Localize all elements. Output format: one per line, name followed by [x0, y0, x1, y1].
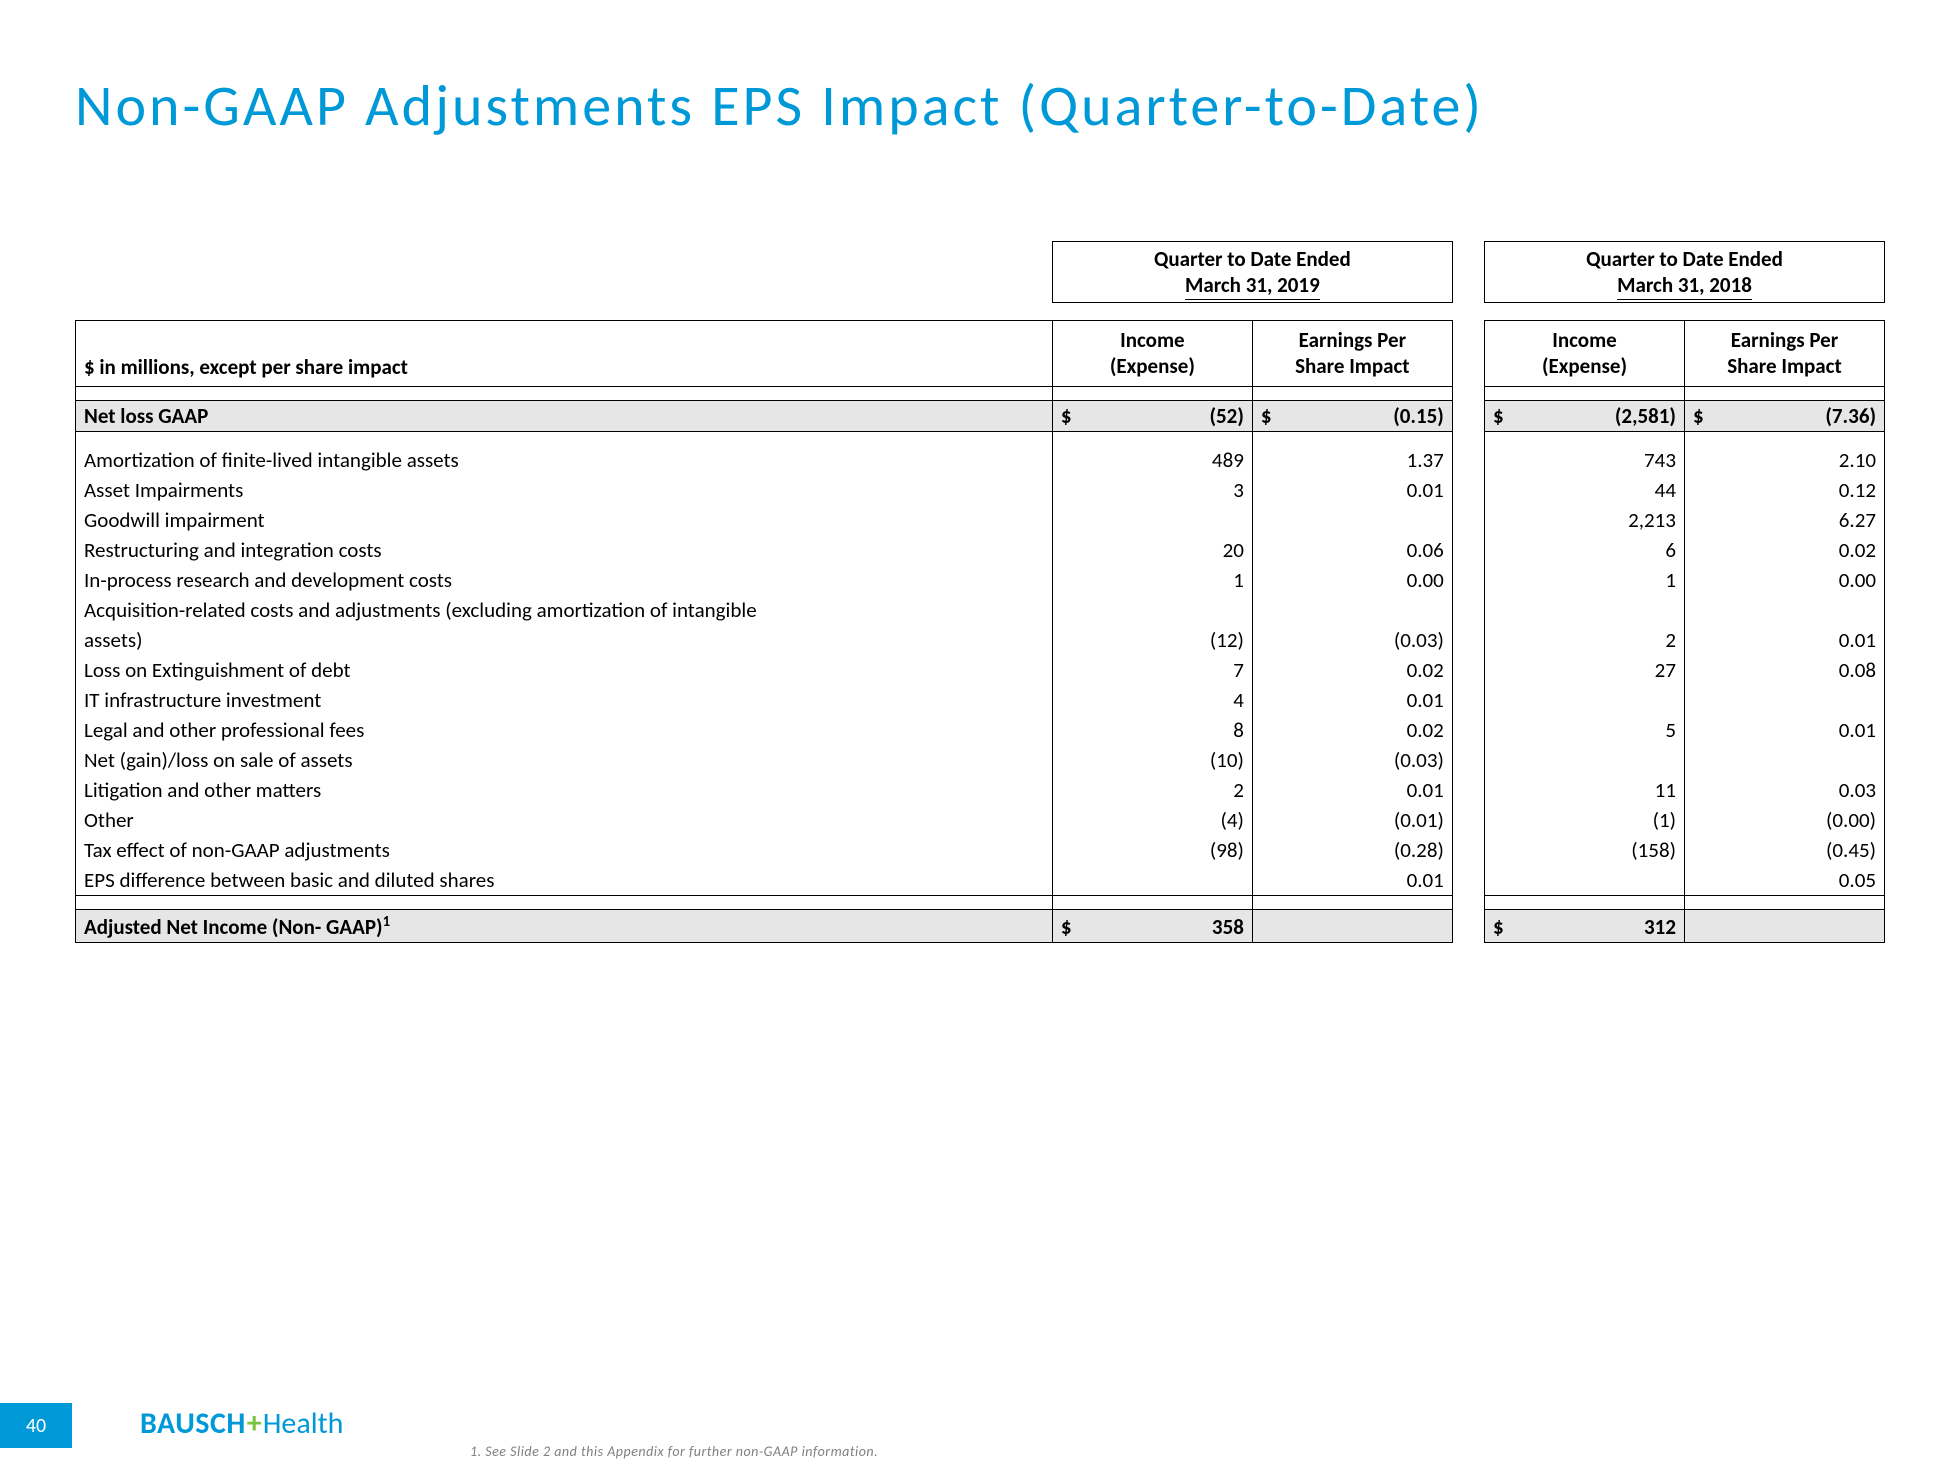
- eps-2019-header: Earnings PerShare Impact: [1252, 321, 1452, 387]
- slide-title: Non-GAAP Adjustments EPS Impact (Quarter…: [75, 70, 1885, 141]
- table-row: Legal and other professional fees 8 0.02…: [76, 715, 1885, 745]
- footnote-text: 1. See Slide 2 and this Appendix for fur…: [470, 1443, 878, 1460]
- table-row: Loss on Extinguishment of debt 7 0.02 27…: [76, 655, 1885, 685]
- table-row: In-process research and development cost…: [76, 565, 1885, 595]
- bausch-health-logo: BAUSCH+Health: [140, 1405, 343, 1442]
- table-row: Acquisition-related costs and adjustment…: [76, 595, 1885, 625]
- table-row: Asset Impairments 3 0.01 44 0.12: [76, 475, 1885, 505]
- desc-column-header: $ in millions, except per share impact: [76, 321, 1053, 387]
- table-row: Goodwill impairment 2,213 6.27: [76, 505, 1885, 535]
- table-row: Restructuring and integration costs 20 0…: [76, 535, 1885, 565]
- table-row: EPS difference between basic and diluted…: [76, 865, 1885, 896]
- page-number: 40: [0, 1403, 72, 1448]
- eps-2018-header: Earnings PerShare Impact: [1684, 321, 1884, 387]
- financial-table: Quarter to Date Ended Quarter to Date En…: [75, 241, 1885, 943]
- table-row: IT infrastructure investment 4 0.01: [76, 685, 1885, 715]
- table-row: Tax effect of non-GAAP adjustments (98) …: [76, 835, 1885, 865]
- period-2019-header: Quarter to Date Ended: [1052, 242, 1452, 273]
- income-2018-header: Income(Expense): [1485, 321, 1685, 387]
- table-row: Other (4) (0.01) (1) (0.00): [76, 805, 1885, 835]
- table-row: Net (gain)/loss on sale of assets (10) (…: [76, 745, 1885, 775]
- row-net-loss-gaap: Net loss GAAP $(52) $(0.15) $(2,581) $(7…: [76, 400, 1885, 431]
- slide-footer: 40 BAUSCH+Health 1. See Slide 2 and this…: [0, 1400, 1960, 1470]
- table-row: Amortization of finite-lived intangible …: [76, 445, 1885, 475]
- table-row: Litigation and other matters 2 0.01 11 0…: [76, 775, 1885, 805]
- period-2018-header: Quarter to Date Ended: [1485, 242, 1885, 273]
- row-adjusted-net-income: Adjusted Net Income (Non- GAAP)1 $358 $3…: [76, 910, 1885, 943]
- table-row: assets) (12) (0.03) 2 0.01: [76, 625, 1885, 655]
- period-2019-date: March 31, 2019: [1052, 272, 1452, 303]
- period-2018-date: March 31, 2018: [1485, 272, 1885, 303]
- income-2019-header: Income(Expense): [1052, 321, 1252, 387]
